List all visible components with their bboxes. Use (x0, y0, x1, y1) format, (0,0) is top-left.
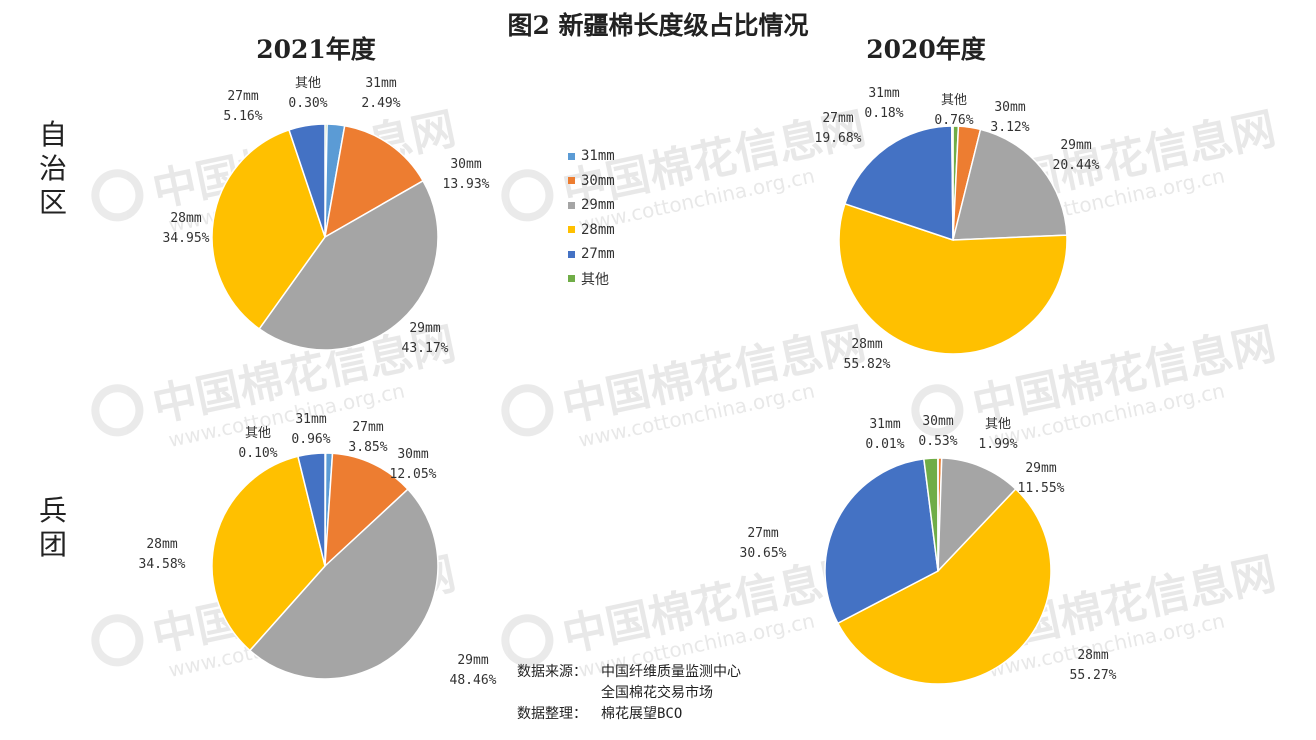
slice-label: 其他 (295, 76, 321, 91)
slice-label: 27mm (227, 89, 258, 104)
slice-label: 30mm (450, 157, 481, 172)
pie-slice (838, 202, 1068, 355)
source-key (517, 683, 601, 704)
slice-value-label: 30.65% (740, 546, 787, 561)
column-title-2020: 2020年度 (866, 35, 986, 64)
legend-label: 28mm (581, 221, 615, 238)
slice-label: 28mm (1077, 648, 1108, 663)
legend-swatch (568, 226, 575, 234)
slice-label: 30mm (397, 447, 428, 462)
legend-swatch (568, 250, 575, 258)
legend-item: 27mm (568, 242, 615, 267)
slice-value-label: 34.58% (139, 557, 186, 572)
slice-value-label: 48.46% (450, 673, 497, 688)
slice-value-label: 0.01% (865, 437, 904, 452)
legend-swatch (568, 152, 575, 160)
source-value: 中国纤维质量监测中心 (601, 664, 741, 680)
slice-value-label: 5.16% (223, 109, 262, 124)
pie-slice (324, 452, 409, 568)
slice-label: 29mm (457, 653, 488, 668)
pie-slice (258, 179, 439, 351)
source-key: 数据来源： (517, 664, 587, 680)
slice-label: 28mm (851, 337, 882, 352)
slice-value-label: 1.99% (978, 437, 1017, 452)
slice-value-label: 0.10% (238, 446, 277, 461)
pie-chart (211, 123, 439, 351)
slice-value-label: 19.68% (815, 131, 862, 146)
slice-value-label: 3.12% (990, 120, 1029, 135)
slice-value-label: 12.05% (390, 467, 437, 482)
slice-value-label: 0.96% (291, 432, 330, 447)
legend-swatch (568, 177, 575, 185)
pie-slice (323, 124, 425, 239)
legend-item: 28mm (568, 218, 615, 243)
pie-slice (248, 488, 439, 680)
source-value: 全国棉花交易市场 (601, 685, 713, 701)
slice-value-label: 3.85% (348, 440, 387, 455)
slice-value-label: 55.27% (1070, 668, 1117, 683)
slice-label: 29mm (409, 321, 440, 336)
slice-value-label: 2.49% (361, 96, 400, 111)
slice-label: 27mm (747, 526, 778, 541)
slice-value-label: 13.93% (443, 177, 490, 192)
source-key: 数据整理： (517, 706, 587, 722)
pie-slice (288, 123, 326, 238)
source-note: 数据来源： 中国纤维质量监测中心 全国棉花交易市场 数据整理： 棉花展望BCO (517, 662, 741, 725)
slice-label: 27mm (822, 111, 853, 126)
slice-label: 28mm (146, 537, 177, 552)
legend-label: 29mm (581, 197, 615, 214)
pie-slice (211, 128, 326, 330)
slice-label: 30mm (994, 100, 1025, 115)
pie-slice (952, 128, 1068, 241)
legend-swatch (568, 275, 575, 283)
legend-label: 其他 (581, 271, 609, 288)
pie-slice (824, 458, 939, 625)
slice-value-label: 34.95% (163, 231, 210, 246)
pie-chart (838, 125, 1068, 355)
slice-label: 31mm (365, 76, 396, 91)
row-title-region: 自治区 (38, 118, 67, 219)
legend-item: 其他 (568, 267, 615, 292)
legend-label: 27mm (581, 246, 615, 263)
legend-swatch (568, 201, 575, 209)
slice-label: 31mm (295, 412, 326, 427)
pie-slice (211, 455, 326, 652)
slice-value-label: 0.53% (918, 434, 957, 449)
slice-label: 28mm (170, 211, 201, 226)
slice-value-label: 0.76% (934, 113, 973, 128)
slice-label: 31mm (869, 417, 900, 432)
legend-label: 30mm (581, 172, 615, 189)
legend-item: 30mm (568, 169, 615, 194)
pie-slice (836, 487, 1052, 685)
pie-slice (937, 457, 1017, 573)
column-title-2021: 2021年度 (256, 35, 376, 64)
source-value: 棉花展望BCO (601, 706, 683, 722)
legend: 31mm 30mm 29mm 28mm 27mm 其他 (568, 144, 615, 291)
chart-title: 图2 新疆棉长度级占比情况 (507, 11, 809, 40)
legend-label: 31mm (581, 148, 615, 165)
pie-slice (297, 452, 326, 567)
slice-label: 其他 (245, 426, 271, 441)
row-title-corps: 兵团 (38, 494, 67, 561)
slice-value-label: 11.55% (1018, 481, 1065, 496)
legend-item: 29mm (568, 193, 615, 218)
slice-value-label: 43.17% (402, 341, 449, 356)
slice-value-label: 55.82% (844, 357, 891, 372)
pie-slice (843, 125, 954, 242)
pie-chart (824, 457, 1052, 685)
legend-item: 31mm (568, 144, 615, 169)
slice-value-label: 20.44% (1053, 158, 1100, 173)
pie-chart (211, 452, 439, 680)
slice-label: 29mm (1025, 461, 1056, 476)
slice-label: 29mm (1060, 138, 1091, 153)
slice-value-label: 0.18% (864, 106, 903, 121)
slice-label: 27mm (352, 420, 383, 435)
slice-value-label: 0.30% (288, 96, 327, 111)
slice-label: 31mm (868, 86, 899, 101)
slice-label: 30mm (922, 414, 953, 429)
slice-label: 其他 (985, 417, 1011, 432)
slice-label: 其他 (941, 93, 967, 108)
pie-slice (950, 125, 954, 241)
